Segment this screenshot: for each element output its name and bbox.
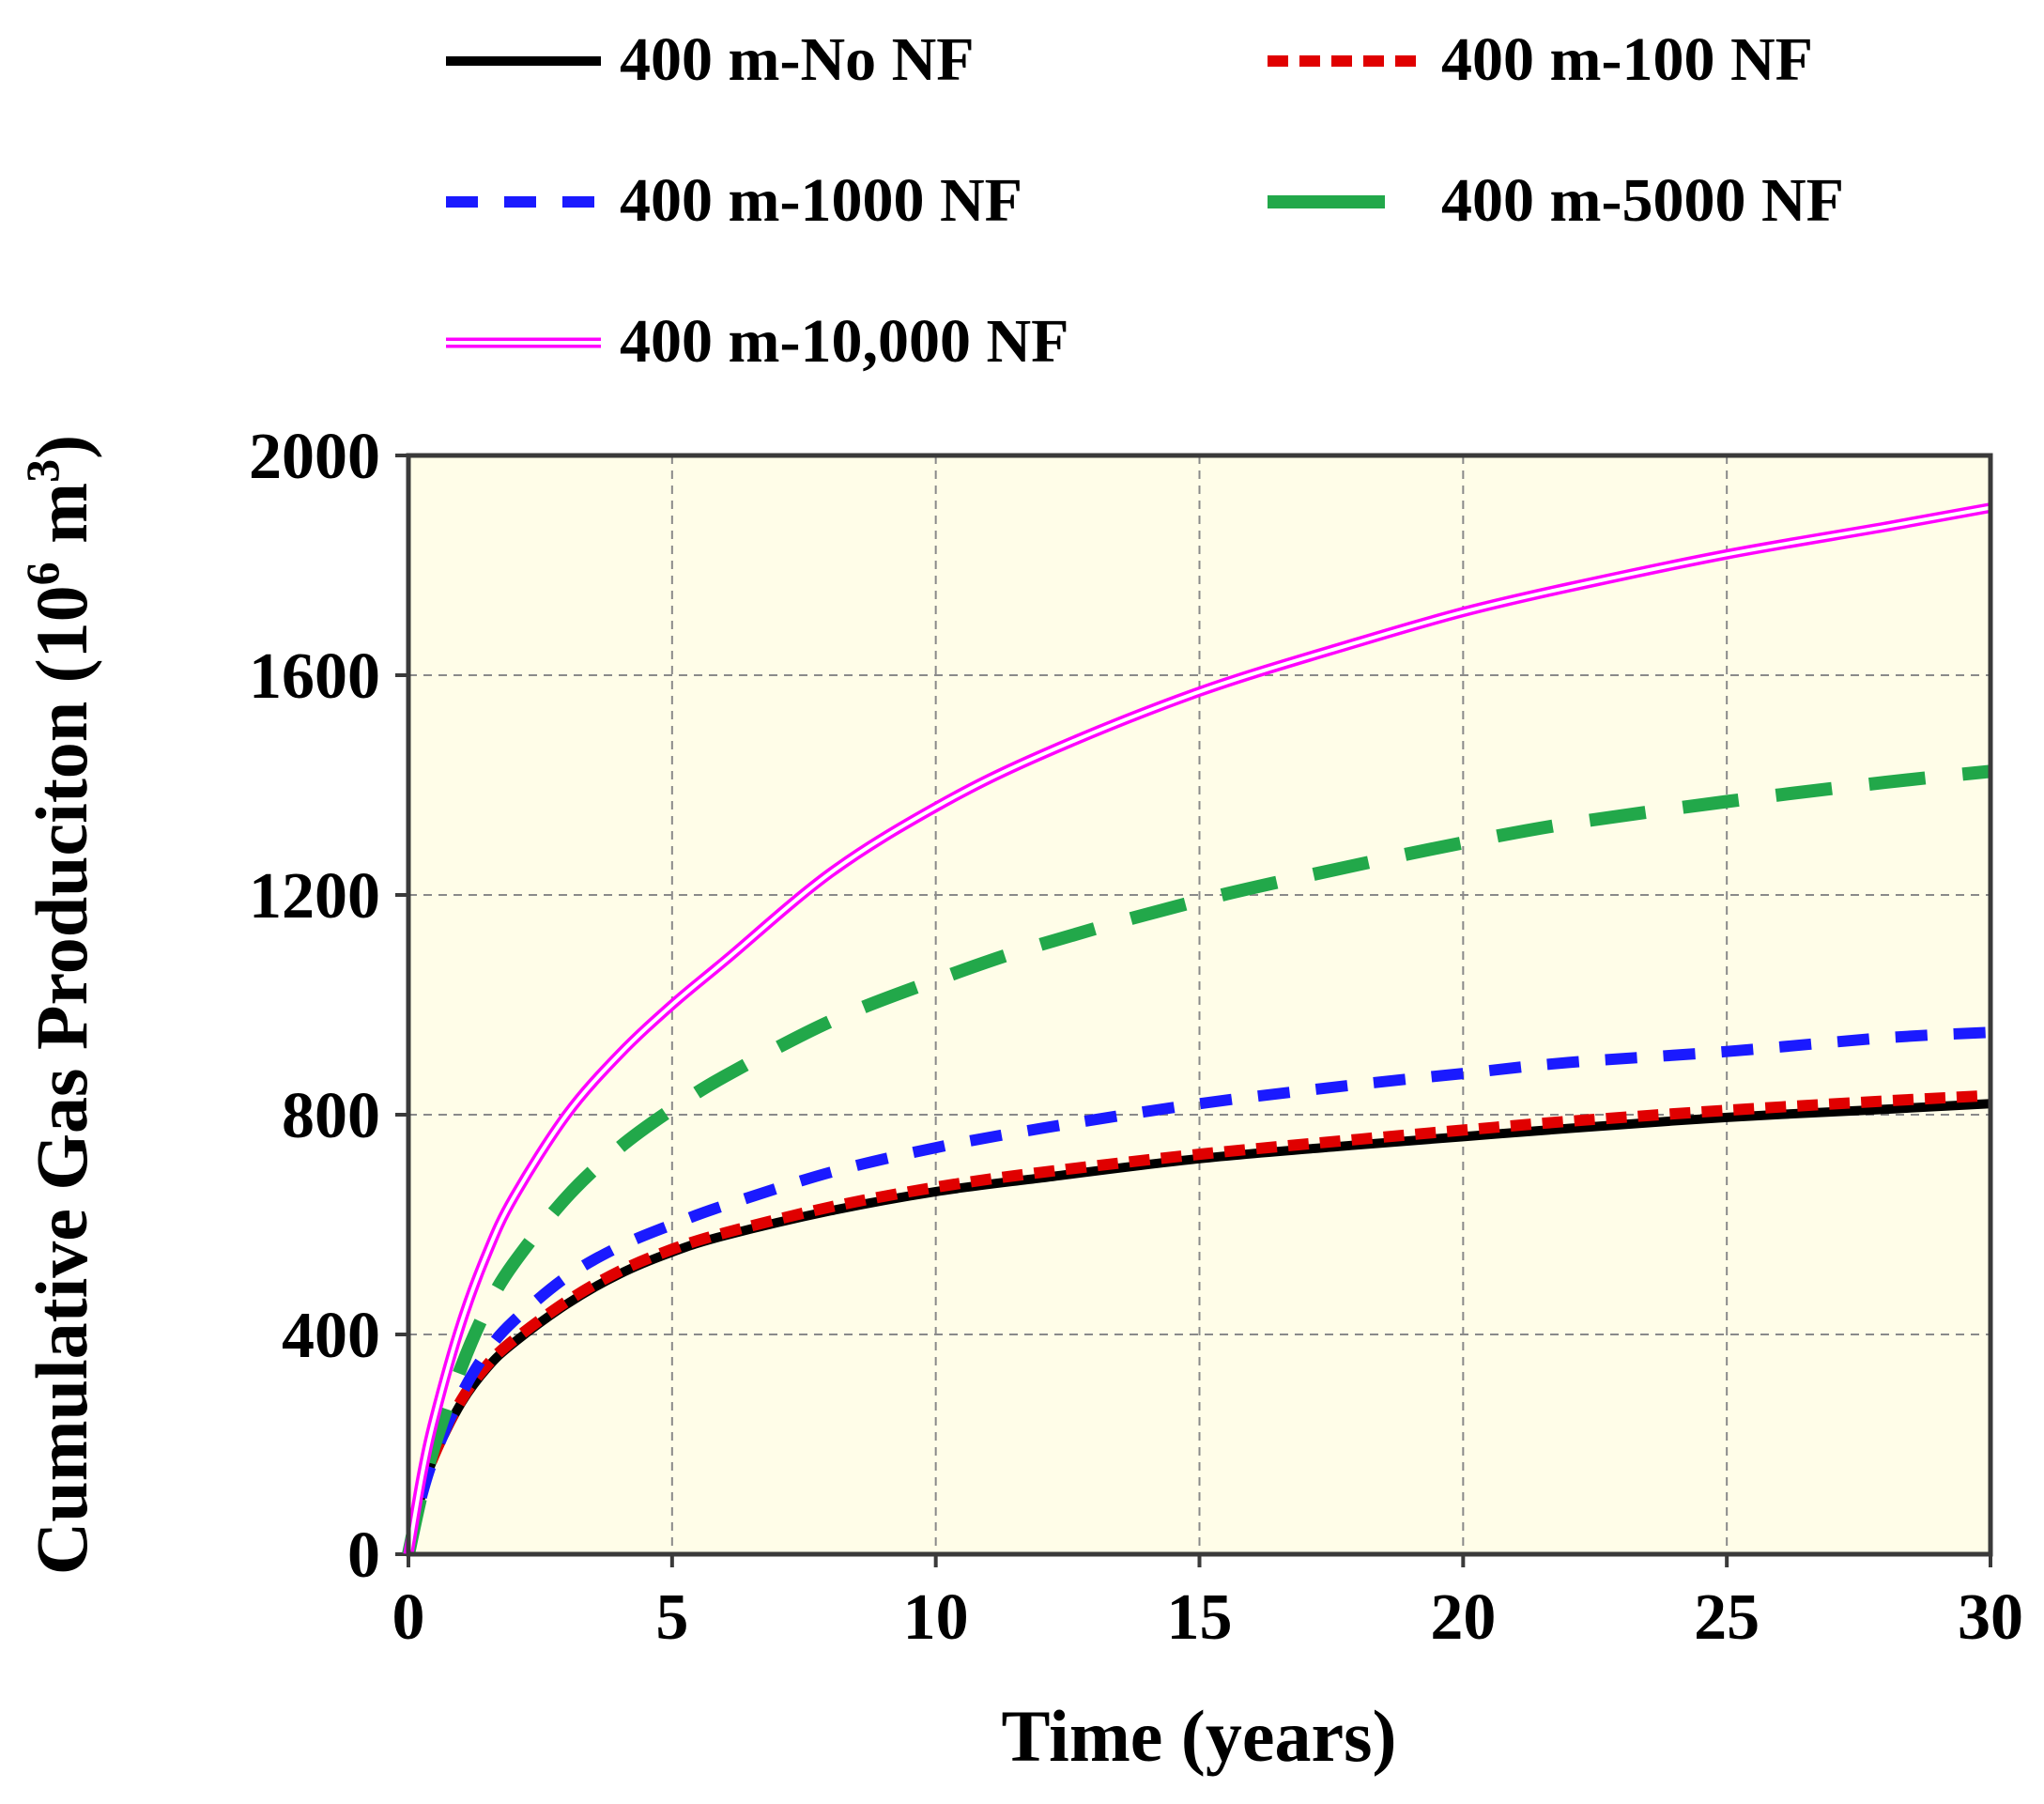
series-4-line-inner [407, 505, 1991, 1555]
x-tick-label: 20 [1430, 1581, 1496, 1654]
legend-item-1000-nf: 400 m-1000 NF [446, 166, 1022, 235]
y-axis-label-main: Cumulative Gas Produciton (10 [21, 585, 102, 1575]
legend-label-100-nf: 400 m-100 NF [1441, 25, 1813, 94]
y-tick-label: 2000 [249, 421, 380, 493]
series-3-line [402, 764, 1991, 1556]
x-tick-label: 25 [1694, 1581, 1760, 1654]
x-tick-label: 15 [1167, 1581, 1233, 1654]
legend-label-10000-nf: 400 m-10,000 NF [620, 307, 1068, 376]
legend-item-5000-nf: 400 m-5000 NF [1268, 166, 1844, 235]
y-axis-label: Cumulative Gas Produciton (106 m3) [16, 435, 102, 1575]
legend-item-no-nf: 400 m-No NF [446, 25, 975, 94]
x-tick-label: 10 [903, 1581, 969, 1654]
y-axis-label-unit: m [21, 483, 102, 562]
y-tick-label: 1600 [249, 640, 380, 713]
legend-label-1000-nf: 400 m-1000 NF [620, 166, 1022, 235]
series-group [402, 502, 1991, 1556]
plot-frame [406, 453, 1993, 1557]
x-tick-label: 0 [392, 1581, 425, 1654]
x-axis-ticks: 0 5 10 15 20 25 30 [392, 1554, 2023, 1654]
y-axis-ticks: 0 400 800 1200 1600 2000 [249, 421, 408, 1592]
y-tick-label: 1200 [249, 860, 380, 933]
legend-item-100-nf: 400 m-100 NF [1268, 25, 1813, 94]
y-tick-label: 400 [282, 1300, 380, 1372]
series-2-line [403, 1026, 1991, 1556]
x-axis-label: Time (years) [1002, 1695, 1397, 1777]
y-axis-label-sup2: 3 [16, 459, 69, 483]
gridlines [408, 455, 1990, 1554]
x-tick-label: 5 [655, 1581, 688, 1654]
series-1-line [403, 1089, 1991, 1556]
y-tick-label: 800 [282, 1080, 380, 1152]
y-axis-label-close: ) [21, 435, 102, 459]
x-tick-label: 30 [1958, 1581, 2023, 1654]
y-axis-label-sup: 6 [16, 562, 69, 585]
legend: 400 m-No NF 400 m-100 NF 400 m-1000 NF 4… [446, 25, 1844, 376]
legend-label-no-nf: 400 m-No NF [620, 25, 975, 94]
y-tick-label: 0 [347, 1519, 380, 1592]
legend-label-5000-nf: 400 m-5000 NF [1441, 166, 1844, 235]
legend-item-10000-nf: 400 m-10,000 NF [446, 307, 1068, 376]
